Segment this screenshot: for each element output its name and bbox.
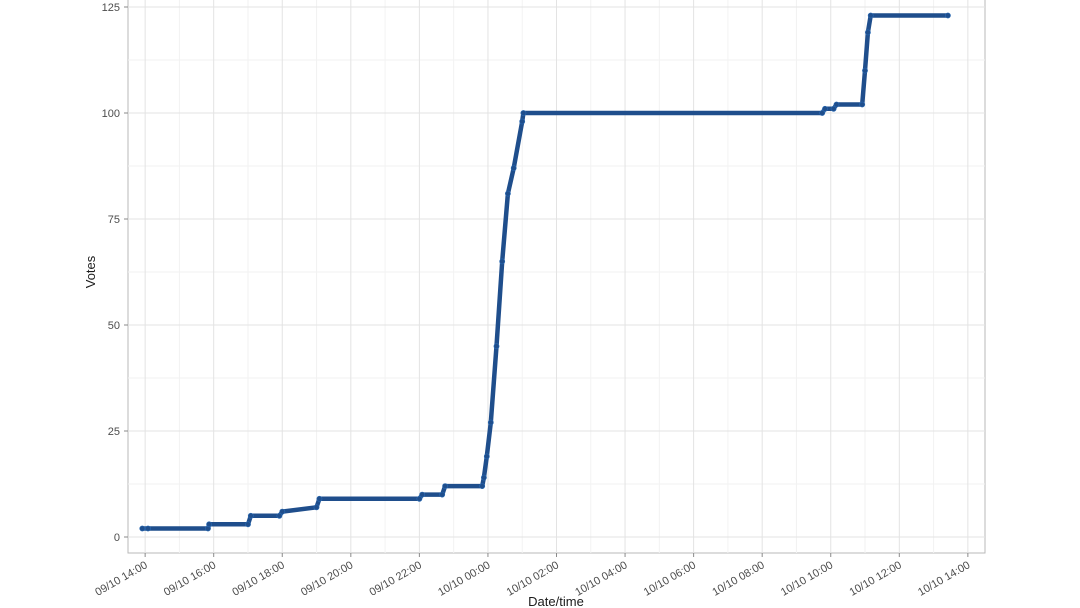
data-point — [479, 483, 486, 489]
y-axis-title: Votes — [83, 255, 98, 288]
y-tick-label: 0 — [114, 532, 120, 544]
series-points — [139, 12, 951, 532]
data-point — [499, 258, 506, 265]
data-point — [439, 491, 446, 498]
data-point — [833, 101, 840, 108]
y-tick-label: 50 — [108, 320, 120, 332]
y-axis-ticks: 0 25 50 75 100 125 — [102, 2, 128, 544]
data-point — [279, 508, 286, 515]
data-point — [862, 67, 868, 74]
data-point — [442, 483, 448, 489]
y-tick-label: 125 — [102, 2, 120, 14]
data-point — [865, 29, 871, 36]
data-point — [520, 110, 527, 116]
data-point — [830, 105, 837, 112]
data-point — [276, 512, 283, 519]
x-axis-title: Date/time — [528, 594, 584, 608]
data-point — [819, 110, 826, 116]
data-point — [519, 118, 526, 125]
data-point — [316, 495, 323, 502]
data-point — [419, 491, 426, 498]
data-point — [313, 504, 320, 511]
data-point — [247, 512, 254, 519]
y-tick-label: 25 — [108, 426, 120, 438]
data-point — [504, 190, 511, 197]
data-point — [139, 525, 146, 532]
data-point — [206, 521, 212, 528]
data-point — [483, 453, 490, 460]
data-point — [945, 12, 951, 19]
data-point — [493, 343, 500, 350]
data-point — [487, 419, 494, 426]
data-point — [867, 12, 874, 19]
data-point — [245, 521, 251, 528]
data-point — [859, 101, 866, 108]
data-point — [480, 474, 487, 481]
y-tick-label: 75 — [108, 214, 120, 226]
data-point — [510, 165, 517, 171]
data-point — [416, 495, 423, 502]
data-point — [822, 105, 828, 112]
y-tick-label: 100 — [102, 108, 120, 120]
grid-lines — [128, 0, 985, 553]
data-point — [145, 525, 151, 532]
